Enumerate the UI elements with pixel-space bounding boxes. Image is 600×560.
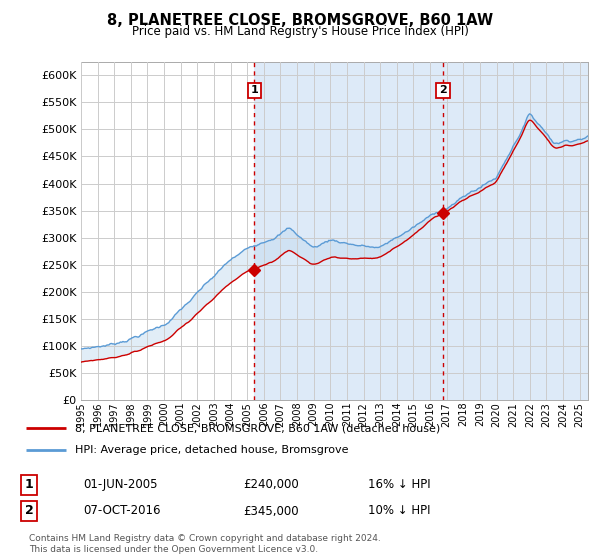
Text: 8, PLANETREE CLOSE, BROMSGROVE, B60 1AW: 8, PLANETREE CLOSE, BROMSGROVE, B60 1AW (107, 13, 493, 29)
Text: Price paid vs. HM Land Registry's House Price Index (HPI): Price paid vs. HM Land Registry's House … (131, 25, 469, 38)
Text: £345,000: £345,000 (243, 505, 299, 517)
Text: 10% ↓ HPI: 10% ↓ HPI (368, 505, 431, 517)
Text: 01-JUN-2005: 01-JUN-2005 (83, 478, 158, 492)
Text: 1: 1 (250, 85, 258, 95)
Text: 8, PLANETREE CLOSE, BROMSGROVE, B60 1AW (detached house): 8, PLANETREE CLOSE, BROMSGROVE, B60 1AW … (75, 423, 440, 433)
Text: 07-OCT-2016: 07-OCT-2016 (83, 505, 161, 517)
Text: 2: 2 (439, 85, 447, 95)
Text: £240,000: £240,000 (243, 478, 299, 492)
Text: 16% ↓ HPI: 16% ↓ HPI (368, 478, 431, 492)
Text: 2: 2 (25, 505, 34, 517)
Text: HPI: Average price, detached house, Bromsgrove: HPI: Average price, detached house, Brom… (75, 445, 349, 455)
Bar (81, 62, 254, 400)
Text: 1: 1 (25, 478, 34, 492)
Text: Contains HM Land Registry data © Crown copyright and database right 2024.
This d: Contains HM Land Registry data © Crown c… (29, 534, 381, 554)
Bar (254, 62, 588, 400)
